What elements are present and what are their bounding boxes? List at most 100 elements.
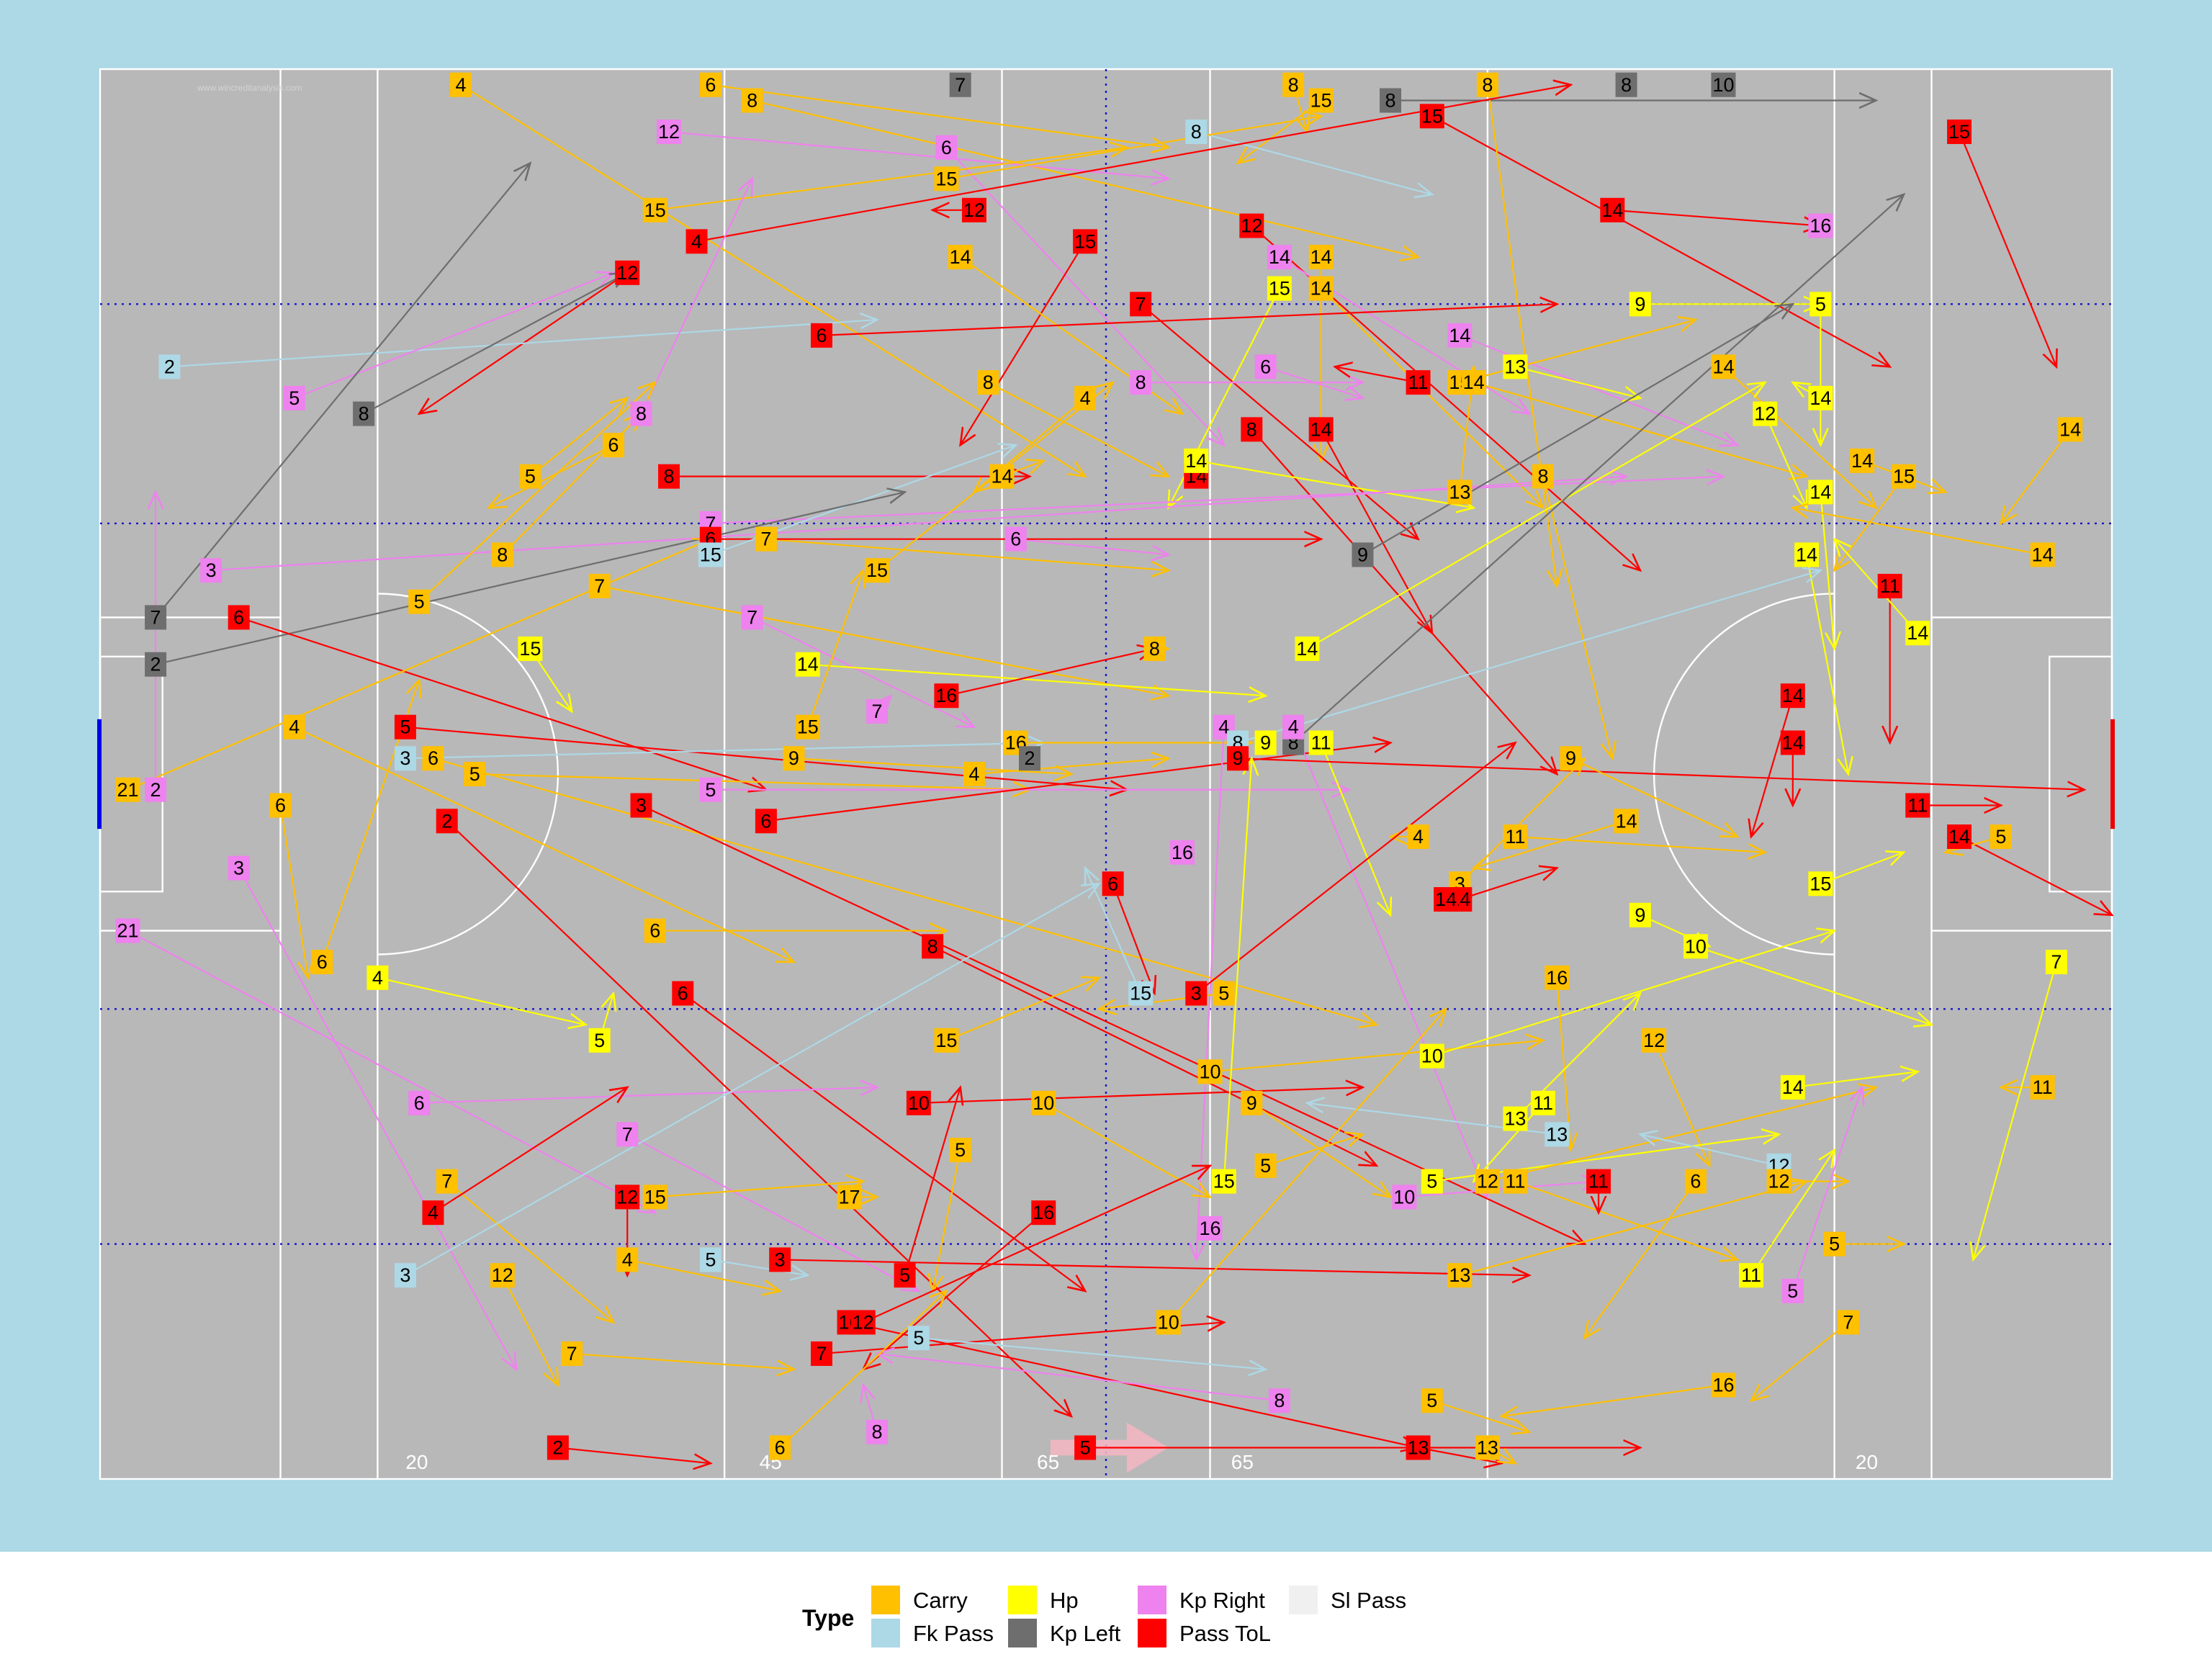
event-arrow xyxy=(752,99,1419,258)
event-label: 16 xyxy=(1033,1202,1054,1223)
event-marker xyxy=(464,762,486,786)
event-marker xyxy=(1213,981,1235,1006)
event-label: 8 xyxy=(1274,1390,1285,1411)
event-label: 7 xyxy=(816,1343,827,1364)
event-marker xyxy=(353,401,375,426)
event-label: 4 xyxy=(428,1202,439,1223)
event-marker xyxy=(850,1310,876,1335)
event-arrow xyxy=(1835,539,1919,634)
legend-swatch xyxy=(871,1619,900,1647)
event-arrow xyxy=(974,758,1169,775)
event-marker xyxy=(1308,245,1334,270)
event-label: 15 xyxy=(866,559,888,581)
event-arrow xyxy=(1751,1321,1849,1401)
event-arrow xyxy=(668,130,1169,179)
event-arrow xyxy=(1793,508,2043,556)
event-marker xyxy=(2030,542,2055,567)
event-arrow xyxy=(1460,320,1696,384)
event-label: 8 xyxy=(1191,121,1202,143)
event-arrow xyxy=(946,649,1154,697)
event-arrow xyxy=(961,240,1087,445)
event-arrow xyxy=(363,273,627,415)
legend-swatch xyxy=(1138,1586,1166,1614)
event-marker xyxy=(228,855,250,881)
event-label: 5 xyxy=(705,779,716,801)
event-label: 16 xyxy=(1809,215,1831,237)
event-lines xyxy=(127,85,2112,1463)
event-marker xyxy=(1073,229,1098,254)
event-marker xyxy=(561,1341,583,1366)
event-arrow xyxy=(169,320,877,368)
event-arrow xyxy=(849,1321,1419,1447)
event-marker xyxy=(741,88,763,113)
event-arrow xyxy=(1112,883,1155,993)
event-label: 15 xyxy=(700,544,721,565)
event-label: 5 xyxy=(913,1327,924,1349)
event-label: 11 xyxy=(1533,1092,1553,1114)
event-marker xyxy=(1642,1028,1667,1053)
event-marker xyxy=(269,793,292,818)
event-label: 7 xyxy=(622,1123,633,1145)
event-label: 5 xyxy=(594,1030,605,1051)
event-label: 14 xyxy=(1616,810,1637,832)
event-arrow xyxy=(1195,742,1515,994)
event-label: 5 xyxy=(1080,1437,1091,1458)
watermark: www.wincreditanalysis.com xyxy=(197,83,302,93)
event-label: 15 xyxy=(1130,983,1151,1004)
event-label: 11 xyxy=(1311,732,1331,753)
event-marker xyxy=(1185,120,1208,145)
event-label: 8 xyxy=(497,544,508,565)
event-label: 15 xyxy=(935,168,957,189)
event-arrow xyxy=(432,1087,627,1214)
event-marker xyxy=(1239,213,1264,238)
event-marker xyxy=(977,370,999,395)
event-arrow xyxy=(1820,853,1904,885)
event-arrow xyxy=(1542,476,1612,759)
event-marker xyxy=(1434,887,1459,912)
event-label: 17 xyxy=(839,1186,860,1208)
event-arrow xyxy=(793,757,1071,774)
event-marker xyxy=(547,1435,569,1460)
event-label: 7 xyxy=(2051,951,2062,973)
event-arrow xyxy=(294,273,613,399)
event-label: 10 xyxy=(908,1092,930,1114)
event-label: 6 xyxy=(1010,529,1021,550)
event-label: 6 xyxy=(1107,873,1118,894)
right-goal xyxy=(2110,719,2115,830)
event-arrow xyxy=(377,976,585,1025)
event-label: 13 xyxy=(1546,1123,1568,1145)
event-label: 10 xyxy=(1033,1092,1054,1114)
event-label: 10 xyxy=(1199,1061,1220,1082)
event-marker xyxy=(158,354,181,379)
event-marker xyxy=(1282,714,1305,739)
event-arrow xyxy=(932,945,1377,1166)
event-label: 10 xyxy=(1393,1186,1415,1208)
legend-label: Fk Pass xyxy=(913,1621,994,1646)
event-label: 12 xyxy=(1643,1030,1665,1051)
event-marker xyxy=(283,385,305,410)
event-label: 14 xyxy=(1310,418,1332,440)
event-arrow xyxy=(211,477,1626,572)
event-marker xyxy=(311,950,333,975)
event-marker xyxy=(1031,1200,1056,1226)
event-label: 8 xyxy=(1288,74,1299,96)
event-label: 6 xyxy=(233,606,244,628)
event-label: 15 xyxy=(1269,278,1290,300)
event-label: 14 xyxy=(1185,450,1207,472)
event-marker xyxy=(1891,464,1916,489)
event-label: 16 xyxy=(935,685,957,706)
event-arrow xyxy=(1251,428,1557,774)
event-arrow xyxy=(987,382,1168,477)
event-marker xyxy=(1461,370,1486,395)
event-arrow xyxy=(1015,538,1169,555)
legend-swatch xyxy=(1138,1619,1166,1647)
event-marker xyxy=(1392,1184,1417,1210)
event-label: 5 xyxy=(899,1264,910,1286)
event-label: 4 xyxy=(968,763,979,785)
left-arc xyxy=(377,593,559,956)
event-label: 21 xyxy=(117,920,139,942)
event-label: 14 xyxy=(1310,246,1332,268)
event-label: 15 xyxy=(1421,105,1443,127)
event-arrow xyxy=(1695,945,1932,1025)
